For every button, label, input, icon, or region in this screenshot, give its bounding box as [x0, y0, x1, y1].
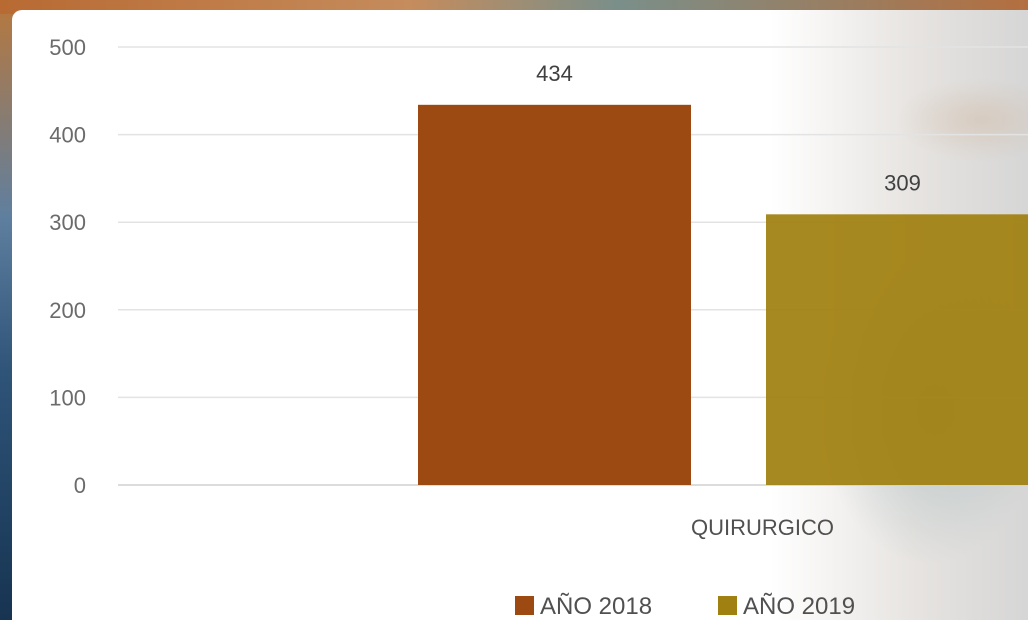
legend-label-1: AÑO 2018	[540, 593, 652, 620]
data-labels: 434 309	[536, 61, 921, 195]
bar-2	[766, 214, 1028, 486]
y-axis-ticks: 0 100 200 300 400 500	[49, 35, 86, 498]
x-axis-labels: QUIRURGICO	[691, 515, 834, 540]
legend-label-2: AÑO 2019	[743, 593, 855, 620]
bar-1	[418, 104, 691, 485]
legend-swatch-2	[718, 596, 737, 615]
legend: AÑO 2018 AÑO 2019	[515, 593, 855, 620]
y-tick-label: 100	[49, 385, 86, 410]
y-tick-label: 300	[49, 210, 86, 235]
legend-swatch-1	[515, 596, 534, 615]
y-tick-label: 400	[49, 123, 86, 148]
y-tick-label: 500	[49, 35, 86, 60]
data-label-1: 434	[536, 61, 573, 86]
y-tick-label: 0	[74, 473, 86, 498]
x-category-label: QUIRURGICO	[691, 515, 834, 540]
y-tick-label: 200	[49, 298, 86, 323]
data-label-2: 309	[884, 170, 921, 195]
bars	[418, 104, 1028, 486]
